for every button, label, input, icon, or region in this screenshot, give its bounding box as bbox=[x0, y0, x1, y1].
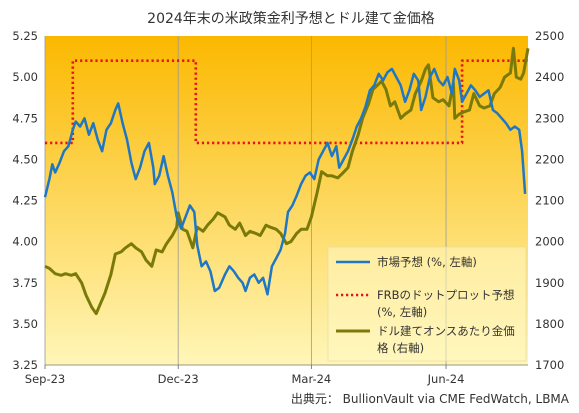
x-axis-ticks: Sep-23 Dec-23 Mar-24 Jun-24 bbox=[25, 372, 465, 386]
y-left-tick-label: 5.00 bbox=[12, 70, 38, 84]
y-right-tick-label: 1800 bbox=[535, 317, 564, 331]
y-right-tick-label: 2500 bbox=[535, 29, 564, 43]
y-left-tick-label: 4.50 bbox=[12, 152, 38, 166]
legend-label-gold: ドル建てオンスあたり金価格 (右軸) bbox=[377, 324, 515, 355]
market-expectation-line bbox=[43, 67, 527, 296]
y-right-tick-label: 1700 bbox=[535, 358, 564, 372]
y-axis-left-ticks: 3.25 3.50 3.75 4.00 4.25 4.50 4.75 5.00 5.25 bbox=[12, 29, 38, 372]
x-tick-label: Dec-23 bbox=[158, 372, 199, 386]
y-left-tick-label: 3.75 bbox=[12, 276, 38, 290]
y-left-tick-label: 4.25 bbox=[12, 194, 38, 208]
y-right-tick-label: 2200 bbox=[535, 152, 564, 166]
legend-label-dotplot: FRBのドットプロット予想 (%, 左軸) bbox=[377, 288, 518, 319]
y-left-tick-label: 4.75 bbox=[12, 111, 38, 125]
x-tick-label: Jun-24 bbox=[427, 372, 465, 386]
y-left-tick-label: 4.00 bbox=[12, 235, 38, 249]
legend: 市場予想 (%, 左軸) FRBのドットプロット予想 (%, 左軸) ドル建てオ… bbox=[327, 246, 527, 362]
series-layer bbox=[43, 46, 530, 316]
y-right-tick-label: 2100 bbox=[535, 194, 564, 208]
y-right-tick-label: 1900 bbox=[535, 276, 564, 290]
y-left-tick-label: 5.25 bbox=[12, 29, 38, 43]
y-right-tick-label: 2000 bbox=[535, 235, 564, 249]
y-right-tick-label: 2400 bbox=[535, 70, 564, 84]
source-credit: 出典元： BullionVault via CME FedWatch, LBMA bbox=[291, 392, 570, 406]
legend-box bbox=[327, 246, 527, 362]
x-tick-label: Sep-23 bbox=[25, 372, 65, 386]
y-left-tick-label: 3.50 bbox=[12, 317, 38, 331]
gold-price-line bbox=[44, 46, 530, 316]
y-right-tick-label: 2300 bbox=[535, 111, 564, 125]
y-left-tick-label: 3.25 bbox=[12, 358, 38, 372]
chart-title: 2024年末の米政策金利予想とドル建て金価格 bbox=[147, 10, 435, 27]
x-tick-label: Mar-24 bbox=[292, 372, 332, 386]
y-axis-right-ticks: 1700 1800 1900 2000 2100 2200 2300 2400 2500 bbox=[535, 29, 564, 372]
legend-label-market: 市場予想 (%, 左軸) bbox=[377, 255, 477, 269]
